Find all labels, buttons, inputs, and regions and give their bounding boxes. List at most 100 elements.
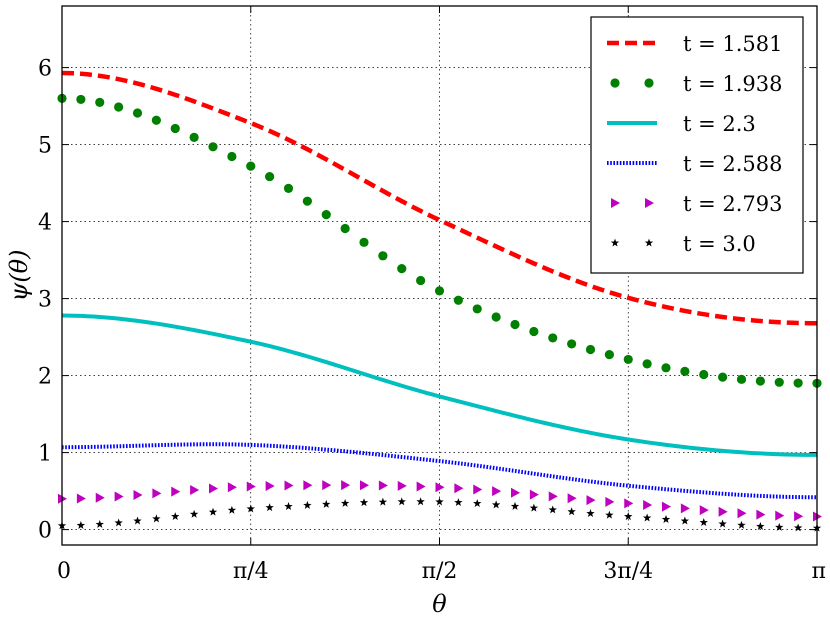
x-tick-label: 0 — [57, 559, 71, 584]
data-point — [680, 366, 690, 376]
data-point — [208, 142, 218, 152]
data-point — [680, 503, 690, 514]
data-point — [585, 344, 596, 355]
data-point — [567, 507, 576, 516]
data-point — [699, 369, 709, 380]
data-point — [605, 496, 615, 507]
legend-box — [590, 16, 804, 274]
data-point — [265, 171, 275, 182]
data-point — [491, 312, 501, 322]
data-point — [586, 495, 596, 506]
x-axis-label: θ — [432, 590, 447, 618]
data-point — [322, 499, 331, 508]
x-tick-label: π — [812, 559, 826, 584]
data-point — [623, 354, 633, 365]
legend-item: t = 2.3 — [607, 112, 756, 136]
series-2.793 — [58, 480, 822, 522]
x-tick-label: 3π/4 — [603, 559, 653, 584]
data-point — [133, 490, 143, 501]
data-point — [416, 497, 425, 506]
y-tick-label: 4 — [38, 211, 52, 236]
legend-label: t = 1.938 — [683, 72, 783, 96]
data-point — [454, 483, 464, 494]
series-1.938 — [57, 93, 822, 388]
data-point — [435, 497, 444, 506]
data-point — [114, 491, 124, 502]
data-point — [95, 97, 105, 107]
data-point — [680, 516, 690, 525]
data-point — [511, 487, 520, 498]
data-point — [473, 499, 482, 508]
x-tick-label: π/2 — [422, 559, 458, 584]
y-tick-label: 1 — [38, 442, 52, 467]
data-point — [472, 304, 482, 314]
data-point — [265, 503, 274, 512]
legend-item: t = 2.588 — [607, 152, 783, 176]
data-point — [397, 264, 407, 274]
data-point — [473, 484, 483, 495]
data-point — [170, 123, 180, 134]
data-point — [302, 196, 312, 206]
data-point — [453, 295, 463, 305]
data-point — [227, 482, 237, 493]
data-point — [95, 492, 105, 503]
y-tick-label: 0 — [38, 519, 52, 544]
series-layer — [57, 70, 822, 532]
data-point — [643, 499, 653, 510]
legend-item: t = 1.938 — [610, 72, 783, 96]
data-point — [567, 493, 577, 504]
data-point — [510, 319, 520, 330]
data-point — [491, 500, 501, 509]
y-axis-label: ψ(θ) — [5, 250, 33, 302]
data-point — [624, 498, 634, 509]
data-point — [435, 482, 445, 493]
data-point — [416, 481, 426, 492]
legend-item: t = 3.0 — [610, 232, 756, 256]
legend-label: t = 2.588 — [683, 152, 783, 176]
legend-label: t = 2.3 — [683, 112, 756, 136]
data-point — [775, 522, 784, 531]
series-2.588 — [61, 442, 818, 500]
data-point — [284, 480, 294, 491]
data-point — [303, 500, 312, 509]
data-point — [661, 363, 671, 373]
data-point — [359, 498, 369, 507]
data-point — [529, 489, 539, 500]
data-point — [114, 102, 124, 112]
data-point — [548, 505, 557, 514]
legend-swatch — [644, 78, 654, 88]
series-line — [61, 442, 818, 500]
legend-item: t = 2.793 — [611, 192, 783, 216]
data-point — [132, 108, 143, 118]
data-point — [624, 512, 633, 521]
legend: t = 1.581 t = 1.938 t = 2.3 t = 2.588 t = 2.… — [590, 16, 804, 274]
data-point — [378, 497, 388, 506]
data-point — [416, 275, 426, 286]
data-point — [303, 480, 313, 491]
y-tick-label: 2 — [38, 365, 52, 390]
data-point — [548, 491, 558, 502]
legend-label: t = 3.0 — [683, 232, 756, 256]
series-2.3 — [61, 313, 818, 457]
data-point — [321, 210, 331, 220]
data-point — [283, 183, 294, 193]
data-point — [774, 377, 784, 387]
data-point — [755, 376, 765, 386]
data-point — [793, 523, 803, 532]
data-point — [756, 509, 766, 520]
legend-label: t = 1.581 — [683, 32, 783, 56]
data-point — [76, 493, 86, 504]
data-point — [756, 521, 765, 530]
data-point — [359, 237, 369, 247]
data-point — [775, 510, 785, 521]
data-point — [360, 480, 369, 491]
data-point — [699, 505, 709, 516]
y-tick-label: 3 — [38, 288, 52, 313]
data-point — [114, 518, 123, 527]
legend-swatch — [611, 198, 620, 208]
data-point — [340, 498, 350, 507]
series-line — [61, 313, 818, 457]
x-tick-label: π/4 — [233, 559, 269, 584]
data-point — [265, 480, 275, 491]
data-point — [548, 333, 558, 343]
